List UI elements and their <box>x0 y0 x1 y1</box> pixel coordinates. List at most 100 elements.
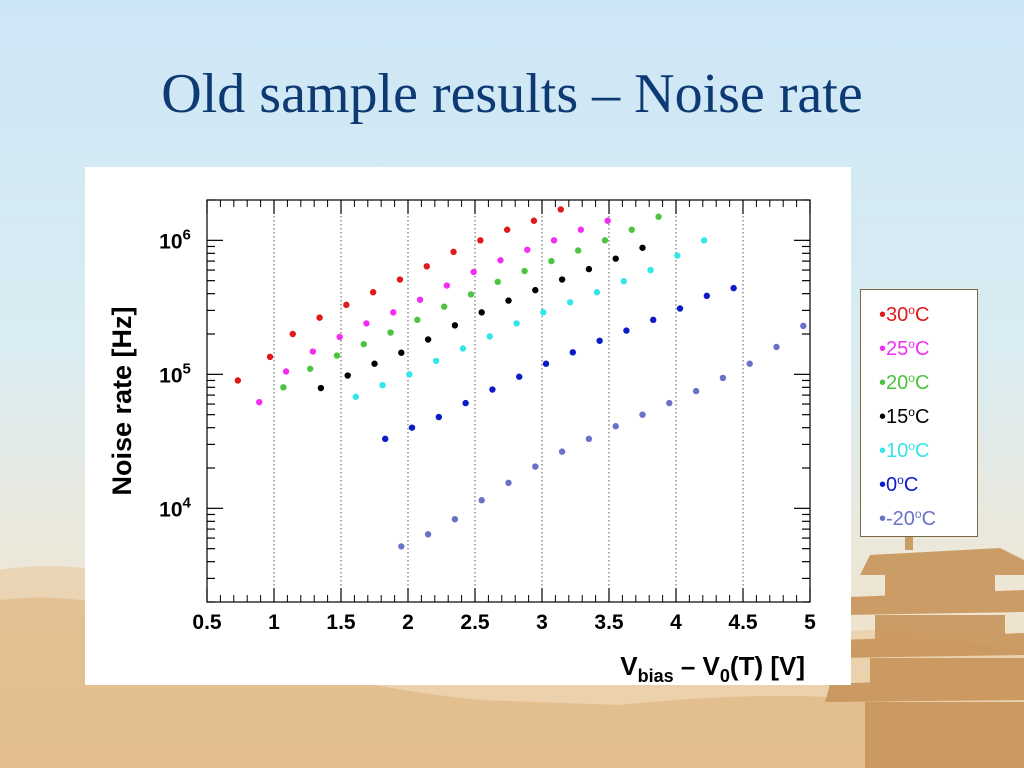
data-point <box>360 340 367 348</box>
data-point <box>569 349 577 356</box>
data-point <box>398 543 405 550</box>
data-point <box>505 297 512 304</box>
data-point <box>234 377 242 384</box>
x-tick-labels: 0.5 1 1.5 2 2.5 3 3.5 4 4.5 5 <box>192 611 816 634</box>
data-point <box>266 353 274 361</box>
data-point <box>692 387 700 395</box>
data-point <box>530 217 538 224</box>
legend-temperature: 10 <box>886 440 909 462</box>
legend-temperature: 15 <box>886 406 909 428</box>
data-point <box>489 386 496 393</box>
data-point <box>280 384 287 391</box>
data-point <box>451 322 459 329</box>
legend-temperature: 25 <box>886 338 909 360</box>
legend-unit: C <box>921 508 937 530</box>
data-point <box>443 282 451 289</box>
data-point <box>503 226 511 233</box>
x-axis-label-sub-bias: bias <box>638 666 674 685</box>
data-point <box>516 373 523 380</box>
legend-bullet: • <box>879 474 887 496</box>
legend-bullet: • <box>879 304 887 326</box>
legend-unit: C <box>914 406 930 428</box>
data-point <box>408 424 416 431</box>
data-point <box>470 268 477 276</box>
data-point <box>477 237 484 244</box>
legend-bullet: • <box>879 338 887 360</box>
data-point <box>719 374 727 382</box>
legend-unit: C <box>914 372 930 394</box>
pagoda-silhouette <box>825 520 1024 768</box>
y-tick-label-base: 10 <box>159 498 182 521</box>
y-tick-label-exponent: 6 <box>183 226 191 243</box>
data-point <box>432 357 440 365</box>
x-axis-label-v: V <box>620 651 638 681</box>
data-point <box>628 226 635 233</box>
data-point <box>639 244 646 251</box>
legend-unit: C <box>914 338 930 360</box>
y-tick-label-exponent: 4 <box>183 494 192 511</box>
data-point <box>494 278 501 286</box>
near-hills <box>0 597 1024 768</box>
data-point <box>548 257 555 265</box>
data-point <box>700 237 708 244</box>
data-point <box>746 360 753 367</box>
data-point <box>703 292 711 300</box>
y-tick-label-exponent: 5 <box>183 360 191 377</box>
legend-degree: o <box>908 439 915 453</box>
data-point <box>674 252 681 259</box>
data-point <box>557 206 564 213</box>
data-point <box>497 257 504 264</box>
data-point <box>289 330 296 338</box>
data-point <box>343 301 350 309</box>
legend-entry: •-20oC <box>879 502 936 531</box>
legend-degree: o <box>908 371 915 385</box>
data-point <box>371 360 378 367</box>
y-tick-label-base: 10 <box>159 230 182 253</box>
data-point <box>650 316 657 324</box>
data-point <box>574 247 582 254</box>
data-point <box>521 267 528 275</box>
legend-unit: C <box>903 474 919 496</box>
data-point <box>462 399 469 407</box>
data-point <box>604 217 611 224</box>
data-point <box>352 393 359 400</box>
data-point <box>639 411 646 418</box>
data-point <box>566 299 574 306</box>
data-point <box>532 286 539 294</box>
legend-entry: •20oC <box>879 366 929 395</box>
data-point <box>558 448 566 455</box>
data-point <box>558 276 566 283</box>
data-point <box>478 497 485 504</box>
data-point <box>416 296 424 303</box>
legend-entry: •30oC <box>879 298 929 327</box>
legend-degree: o <box>897 473 904 487</box>
data-point <box>773 343 780 351</box>
data-point <box>676 305 684 312</box>
data-point <box>666 399 673 407</box>
data-point <box>800 322 807 330</box>
data-point <box>406 371 413 378</box>
data-point <box>316 314 323 321</box>
y-tick-label: 104 <box>159 494 191 521</box>
data-point <box>396 276 404 283</box>
temperature-legend: •30oC •25oC •20oC •15oC •10oC •0oC •-20oC <box>860 289 978 537</box>
legend-entry: •10oC <box>879 434 929 463</box>
data-point <box>577 226 585 233</box>
data-point <box>423 263 430 270</box>
legend-entry: •15oC <box>879 400 929 429</box>
data-point <box>424 531 432 538</box>
data-point <box>593 289 601 296</box>
legend-temperature: 30 <box>886 304 909 326</box>
data-point <box>450 248 457 256</box>
y-tick-label-base: 10 <box>159 364 182 387</box>
data-point <box>730 284 737 292</box>
data-point <box>306 365 314 372</box>
data-point <box>612 423 619 430</box>
legend-degree: o <box>908 303 915 317</box>
legend-temperature: -20 <box>886 508 915 530</box>
legend-degree: o <box>914 507 922 521</box>
data-point <box>459 345 467 352</box>
data-point <box>513 320 520 327</box>
